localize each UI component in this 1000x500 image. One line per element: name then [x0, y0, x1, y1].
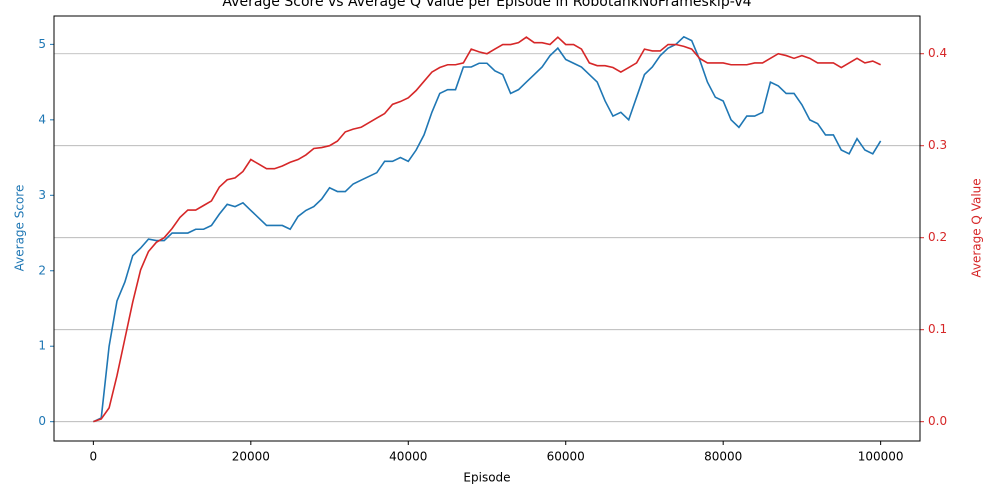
y2-tick-label: 0.3 [928, 138, 947, 152]
x-tick-label: 80000 [704, 450, 742, 464]
plot-frame [53, 15, 921, 442]
y-tick-label: 5 [38, 37, 46, 51]
y2-tick-label: 0.4 [928, 46, 947, 60]
x-tick-label: 20000 [232, 450, 270, 464]
y2-axis-label: Average Q Value [970, 178, 984, 277]
y-axis-label: Average Score [13, 185, 27, 272]
chart-title: Average Score vs Average Q Value per Epi… [222, 0, 751, 10]
x-tick-label: 100000 [858, 450, 904, 464]
x-tick-label: 0 [90, 450, 98, 464]
y2-tick-label: 0.2 [928, 230, 947, 244]
y-tick-label: 4 [38, 112, 46, 126]
x-tick-label: 40000 [389, 450, 427, 464]
line-series [93, 36, 881, 423]
x-axis-label: Episode [463, 471, 510, 485]
x-tick-label: 60000 [547, 450, 585, 464]
y2-tick-label: 0.1 [928, 322, 947, 336]
y-tick-label: 2 [38, 263, 46, 277]
y2-tick-label: 0.0 [928, 414, 947, 428]
y-tick-label: 1 [38, 339, 46, 353]
y-tick-label: 0 [38, 414, 46, 428]
y-tick-label: 3 [38, 188, 46, 202]
line-series [93, 35, 882, 423]
